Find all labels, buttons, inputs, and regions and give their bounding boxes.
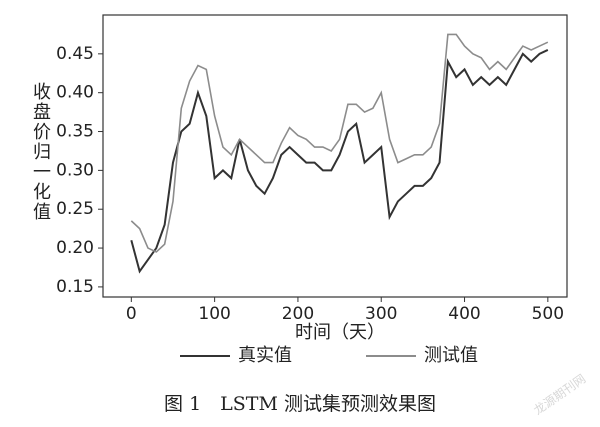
- y-tick-label: 0.35: [56, 122, 94, 142]
- y-tick-label: 0.20: [56, 238, 94, 258]
- y-tick-label: 0.40: [56, 83, 94, 103]
- series-line: [130, 49, 549, 274]
- legend-label: 测试值: [424, 345, 478, 366]
- plot-frame: [102, 14, 568, 298]
- caption: 图 1 LSTM 测试集预测效果图: [164, 393, 436, 415]
- y-tick-label: 0.25: [56, 199, 94, 219]
- x-tick-label: 100: [198, 304, 230, 324]
- legend-label: 真实值: [238, 345, 292, 366]
- x-tick-label: 200: [282, 304, 314, 324]
- x-tick-label: 300: [365, 304, 397, 324]
- y-tick-label: 0.45: [56, 44, 94, 64]
- y-tick-label: 0.30: [56, 160, 94, 180]
- y-tick-label: 0.15: [56, 277, 94, 297]
- y-axis-label: 收盘价归一化值: [30, 82, 51, 222]
- x-axis-label: 时间（天）: [295, 322, 385, 343]
- watermark: 龙源期刊网: [531, 372, 588, 418]
- x-tick-label: 400: [448, 304, 480, 324]
- x-tick-label: 0: [126, 304, 137, 324]
- series-line: [130, 33, 549, 253]
- x-tick-label: 500: [532, 304, 564, 324]
